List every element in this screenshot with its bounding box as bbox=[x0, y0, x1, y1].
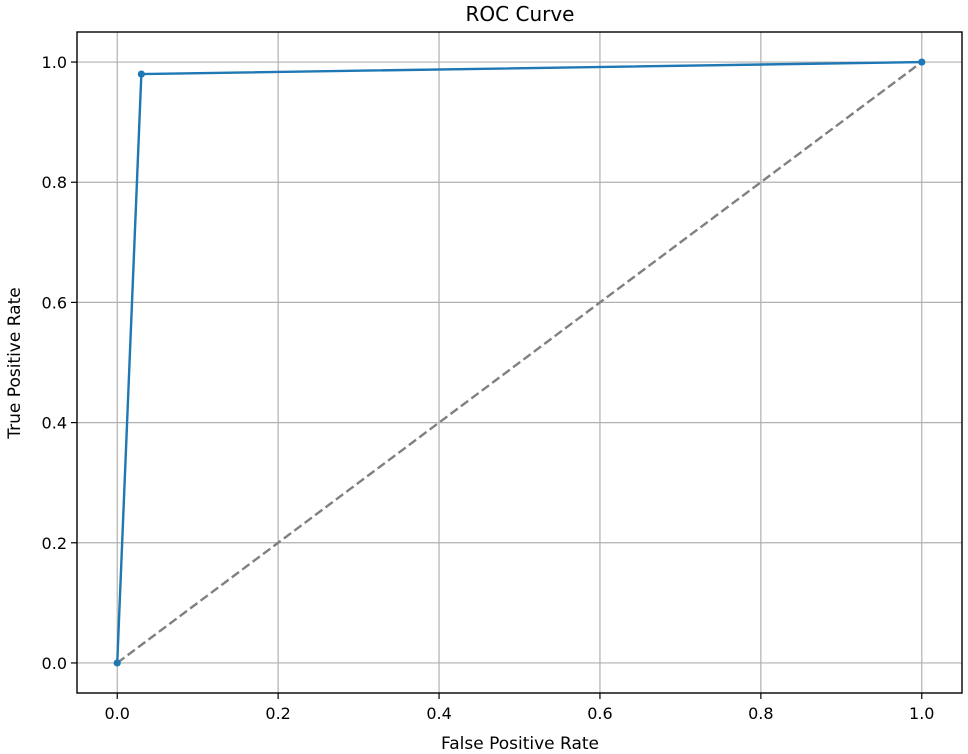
x-axis: 0.0 0.2 0.4 0.6 0.8 1.0 bbox=[105, 693, 934, 723]
y-axis: 0.0 0.2 0.4 0.6 0.8 1.0 bbox=[42, 53, 77, 673]
y-tick-label: 0.4 bbox=[42, 414, 67, 433]
roc-point bbox=[113, 659, 121, 667]
chart-title: ROC Curve bbox=[466, 2, 575, 26]
x-axis-label: False Positive Rate bbox=[441, 734, 599, 754]
roc-point bbox=[918, 58, 926, 66]
grid bbox=[77, 32, 962, 693]
x-tick-label: 0.2 bbox=[265, 704, 290, 723]
x-tick-label: 0.0 bbox=[105, 704, 130, 723]
x-tick-label: 0.4 bbox=[426, 704, 451, 723]
x-tick-label: 0.8 bbox=[748, 704, 773, 723]
x-tick-label: 0.6 bbox=[587, 704, 612, 723]
y-tick-label: 0.0 bbox=[42, 654, 67, 673]
x-tick-label: 1.0 bbox=[909, 704, 934, 723]
y-tick-label: 0.2 bbox=[42, 534, 67, 553]
series-layer bbox=[113, 58, 926, 667]
y-axis-label: True Positive Rate bbox=[5, 287, 25, 439]
y-tick-label: 1.0 bbox=[42, 53, 67, 72]
roc-point bbox=[137, 70, 145, 78]
plot-frame bbox=[76, 31, 963, 694]
chance-line bbox=[116, 61, 923, 664]
y-tick-label: 0.8 bbox=[42, 173, 67, 192]
y-tick-label: 0.6 bbox=[42, 293, 67, 312]
